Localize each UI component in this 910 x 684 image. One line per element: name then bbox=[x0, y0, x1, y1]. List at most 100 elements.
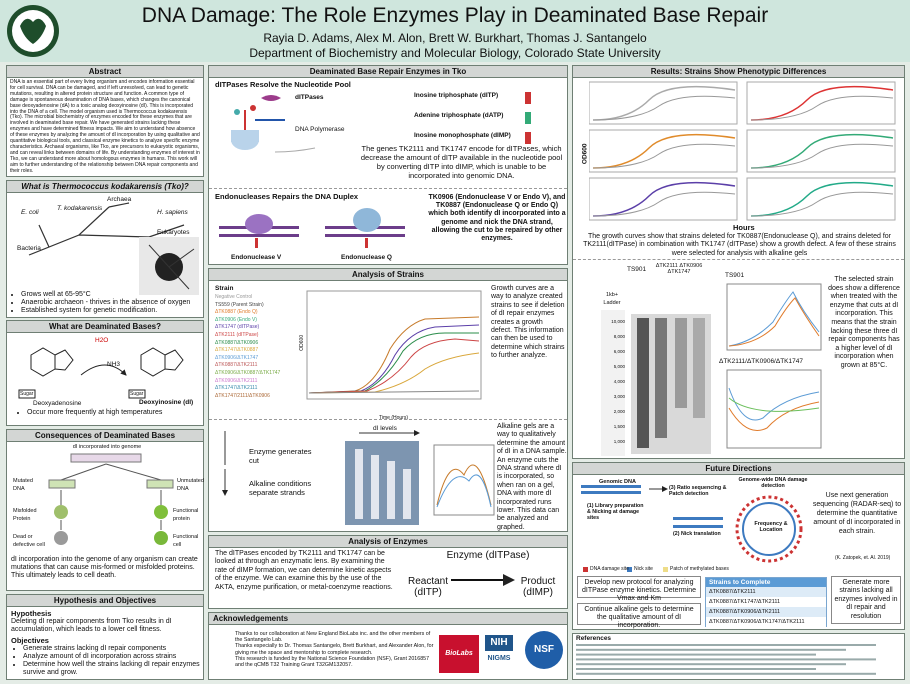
table-row: ΔTK0887/ΔTK0906/ΔTK2111 bbox=[706, 607, 826, 617]
shape bbox=[261, 95, 281, 101]
reference-line bbox=[576, 672, 876, 675]
shape bbox=[219, 234, 299, 237]
panel: Results: Strains Show Phenotypic Differe… bbox=[572, 65, 905, 459]
shape bbox=[54, 531, 68, 545]
shape bbox=[581, 485, 803, 572]
text: H2O bbox=[95, 337, 109, 344]
text: Occur more frequently at high temperatur… bbox=[27, 409, 197, 417]
shape bbox=[308, 316, 480, 394]
legend-label: ΔTK2111 (dITPase) bbox=[215, 331, 259, 338]
legend-item: ΔTK0887/ΔTK2111 bbox=[215, 362, 285, 370]
panel: Deaminated Base Repair Enzymes in Tko dI… bbox=[208, 65, 568, 265]
text: E. coli bbox=[21, 209, 39, 216]
shape: Generate strains lacking dI repair compo… bbox=[13, 645, 201, 677]
shape: Grows well at 65-95°CAnaerobic archaeon … bbox=[11, 291, 203, 316]
text: Enzyme (dITPase) bbox=[446, 550, 530, 561]
text: Functional cell bbox=[173, 534, 199, 548]
text: NIH bbox=[485, 635, 513, 651]
text: ΔTK2111 ΔTK0906 ΔTK1747 bbox=[655, 263, 703, 276]
shape bbox=[231, 95, 316, 153]
shape: 10,000 8,000 6,000 5,000 4,000 3,000 2,000 1,50… bbox=[601, 314, 625, 449]
text: Unmutated DNA bbox=[177, 478, 204, 492]
legend-label: ΔTK0906 (Endo V) bbox=[215, 316, 257, 323]
mini-curve bbox=[750, 133, 894, 169]
panel: What is Thermococcus kodakarensis (Tko)?… bbox=[6, 180, 204, 318]
shape bbox=[589, 81, 896, 221]
ladder-label: 8,000 bbox=[613, 334, 625, 339]
legend-label: ΔTK0906/ΔTK1747 bbox=[215, 354, 259, 361]
panel: Consequences of Deaminated Bases dI inco… bbox=[6, 429, 204, 591]
ladder-label: 2,000 bbox=[613, 409, 625, 414]
shape bbox=[219, 430, 495, 525]
text: Inosine triphosphate (dITP) bbox=[414, 92, 499, 99]
shape bbox=[726, 369, 822, 449]
shape bbox=[48, 453, 174, 545]
text: NSF bbox=[525, 631, 563, 669]
shape: ΔTK0887/ΔTK2111 ΔTK0887/ΔTK1747/ΔTK2111 ΔT… bbox=[706, 587, 826, 627]
text: (3) Ratio sequencing & Patch detection bbox=[669, 485, 727, 497]
text: Rayia D. Adams, Alex M. Alon, Brett W. B… bbox=[263, 31, 647, 45]
text: dI incorporated into genome bbox=[72, 444, 142, 450]
text: What is Thermococcus kodakarensis (Tko)? bbox=[7, 181, 203, 193]
shape bbox=[637, 318, 649, 448]
panel: References bbox=[572, 633, 905, 680]
shape: Strains to Complete ΔTK0887/ΔTK2111 ΔTK08… bbox=[705, 577, 827, 627]
shape bbox=[601, 310, 711, 456]
shape bbox=[245, 214, 273, 234]
text: Growth curves are a way to analyze creat… bbox=[491, 285, 565, 360]
shape bbox=[30, 347, 74, 377]
mini-plot bbox=[589, 81, 738, 125]
panel: Hypothesis and Objectives Hypothesis Del… bbox=[6, 594, 204, 680]
shape bbox=[353, 208, 381, 232]
mini-curve bbox=[750, 191, 894, 217]
shape bbox=[60, 463, 162, 530]
text: The dITPases encoded by TK2111 and TK174… bbox=[215, 550, 393, 591]
text: Hours bbox=[733, 223, 755, 232]
text: Established system for genetic modificat… bbox=[21, 307, 203, 315]
mini-plot bbox=[589, 129, 738, 173]
legend-item: ΔTK1747/ΔTK0887 bbox=[215, 347, 285, 355]
mini-curve bbox=[750, 181, 894, 217]
shape bbox=[54, 505, 68, 519]
legend-item: ΔTK2111 (dITPase) bbox=[215, 332, 285, 340]
shape bbox=[735, 495, 803, 563]
text: Results: Strains Show Phenotypic Differe… bbox=[573, 66, 904, 78]
text: Generate strains lacking dI repair compo… bbox=[23, 645, 201, 653]
shape bbox=[726, 283, 822, 351]
text: ΔTK2111/ΔTK0906/ΔTK1747 bbox=[719, 358, 803, 365]
shape bbox=[525, 112, 531, 124]
text: Archaea bbox=[107, 196, 132, 203]
reference-line bbox=[576, 644, 876, 646]
text: (K. Zatopek, et. Al. 2019) bbox=[835, 555, 891, 561]
shape bbox=[627, 567, 632, 572]
text: Adenine triphosphate (dATP) bbox=[414, 112, 504, 119]
shape bbox=[371, 455, 379, 519]
legend-label: Negative Control bbox=[215, 294, 253, 300]
shape bbox=[576, 644, 876, 675]
text: OD600 bbox=[299, 334, 306, 351]
legend-label: ΔTK0906/ΔTK2111 bbox=[215, 377, 258, 384]
shape bbox=[148, 244, 195, 290]
text: Deoxyinosine (dI) bbox=[139, 399, 194, 406]
text: Sugar bbox=[20, 391, 34, 397]
shape bbox=[325, 234, 405, 237]
shape: Occur more frequently at high temperatur… bbox=[17, 409, 197, 417]
shape bbox=[209, 188, 567, 189]
text: The selected strain does show a differen… bbox=[828, 276, 900, 369]
shape bbox=[154, 531, 168, 545]
shape bbox=[742, 502, 796, 556]
shape bbox=[655, 318, 667, 438]
shape bbox=[675, 318, 687, 408]
shape bbox=[209, 419, 567, 420]
shape bbox=[583, 567, 588, 572]
text: Mutated DNA bbox=[13, 478, 33, 492]
text: Genome-wide DNA damage detection bbox=[738, 477, 808, 489]
shape bbox=[80, 364, 127, 376]
mini-plot bbox=[746, 81, 896, 125]
reference-line bbox=[576, 668, 816, 670]
shape bbox=[140, 347, 184, 377]
shape bbox=[726, 283, 822, 351]
text: Genomic DNA bbox=[599, 479, 636, 485]
text: NIGMS bbox=[487, 655, 511, 662]
mini-curve bbox=[592, 143, 736, 169]
